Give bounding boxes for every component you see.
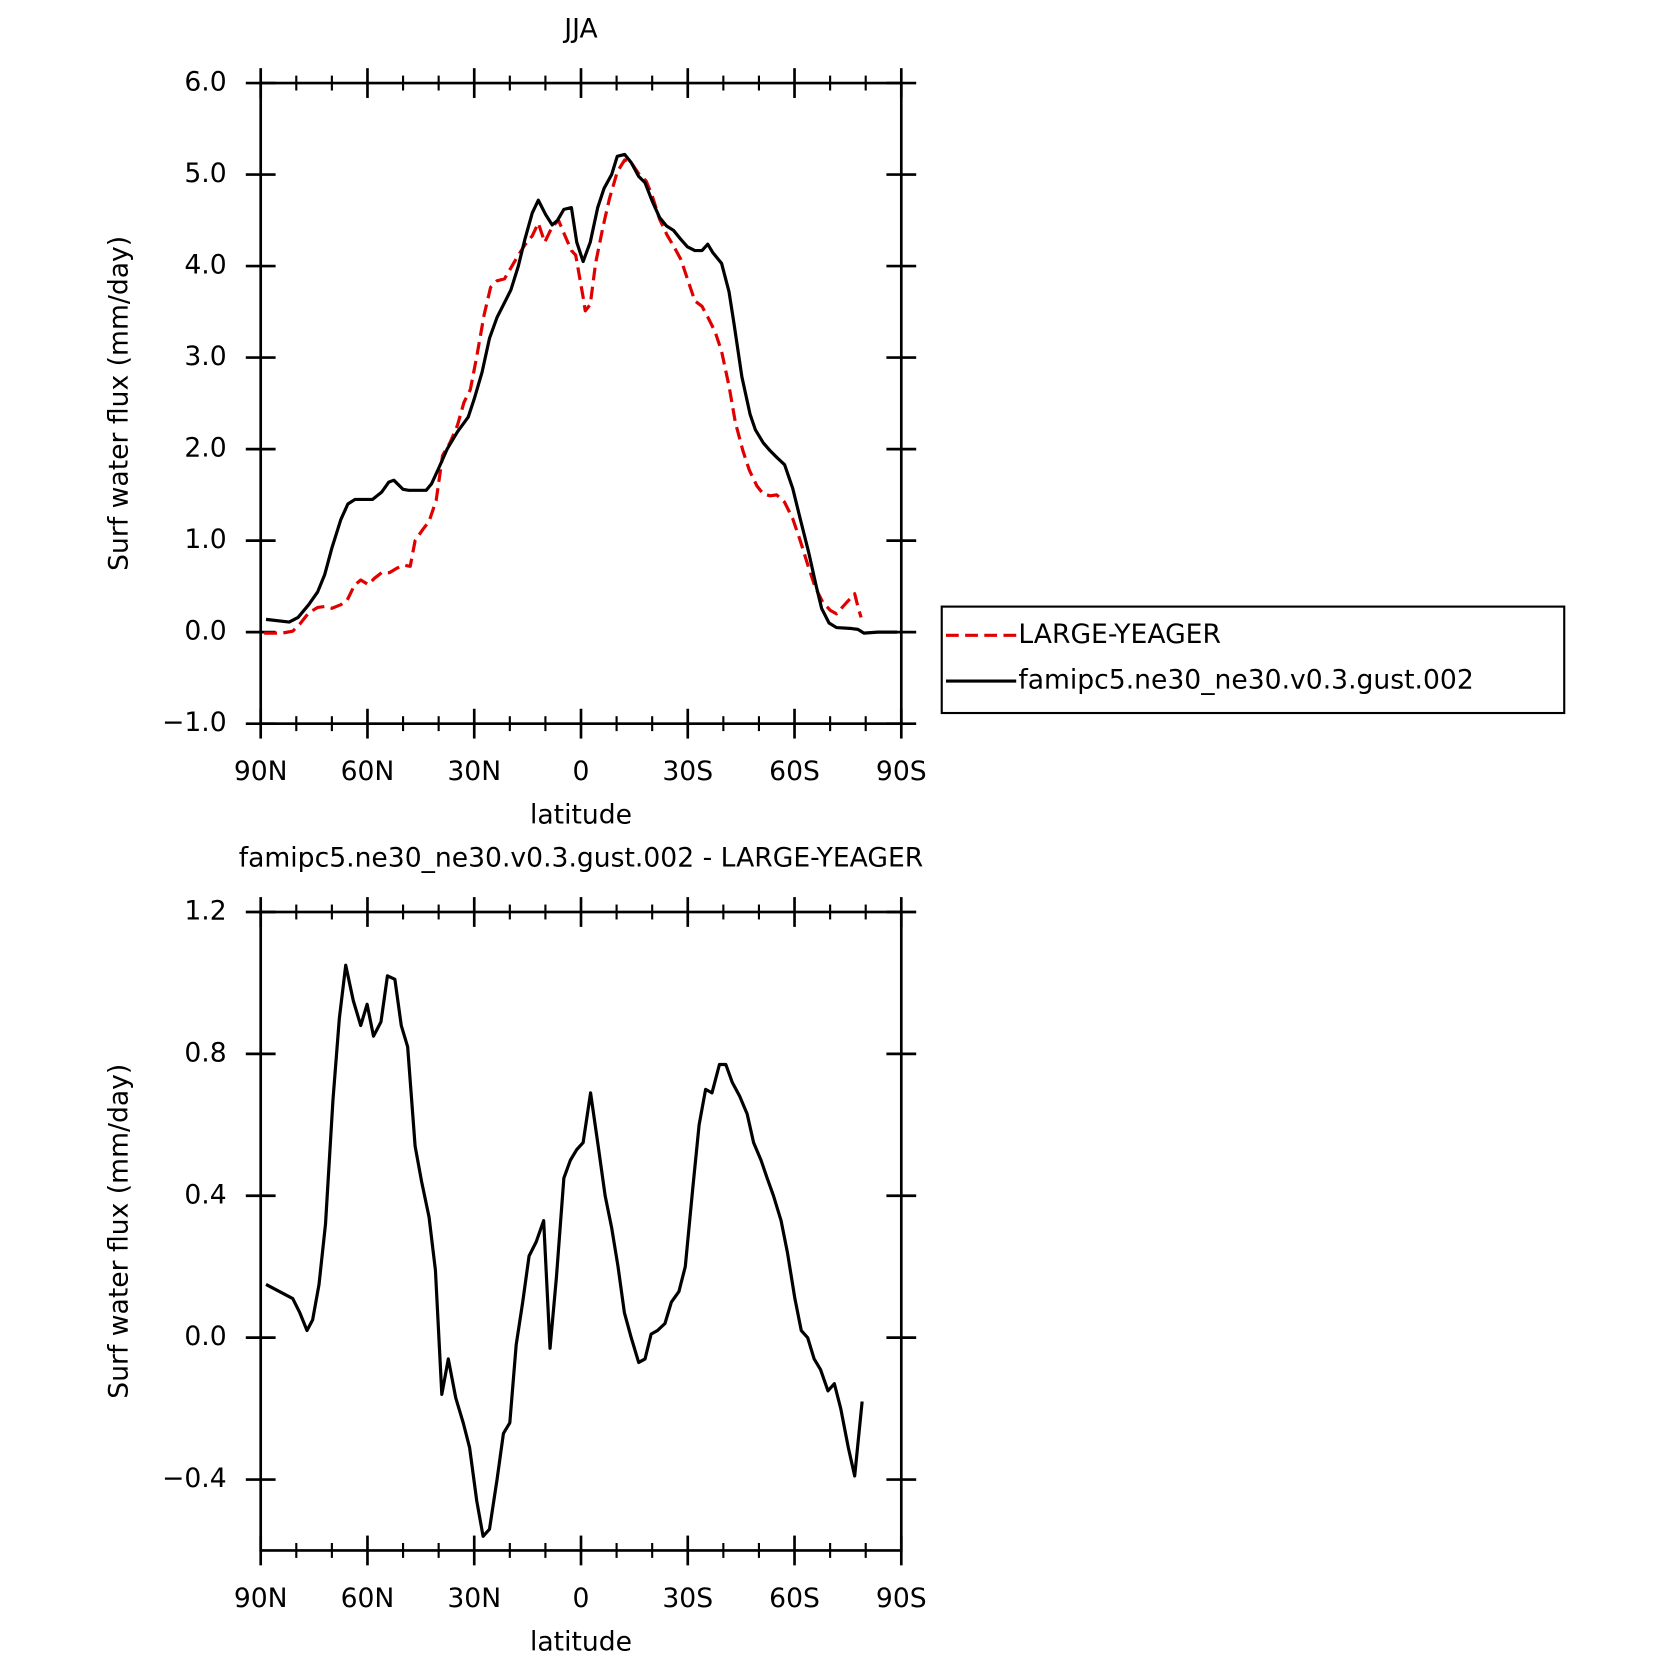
y-tick-label: 6.0 — [184, 67, 226, 98]
plot-frame — [259, 81, 903, 725]
x-tick-label: 60N — [341, 1583, 395, 1614]
x-tick-label: 0 — [573, 1583, 590, 1614]
y-tick-label: 3.0 — [184, 341, 226, 372]
x-tick-label: 30N — [447, 1583, 501, 1614]
x-tick-label: 90N — [234, 756, 288, 787]
x-tick-label: 60S — [769, 756, 820, 787]
x-tick-label: 30S — [662, 1583, 713, 1614]
y-tick-label: 0.0 — [184, 1321, 226, 1352]
x-tick-label: 0 — [573, 756, 590, 787]
legend-label: famipc5.ne30_ne30.v0.3.gust.002 — [1018, 665, 1473, 696]
data-line — [265, 963, 864, 1538]
x-tick-label: 30N — [447, 756, 501, 787]
x-tick-label: 90N — [234, 1583, 288, 1614]
y-tick-label: 4.0 — [184, 250, 226, 281]
chart-title: JJA — [562, 13, 597, 44]
x-axis-label: latitude — [530, 800, 632, 831]
data-line — [265, 152, 898, 635]
x-tick-label: 90S — [876, 756, 927, 787]
y-tick-label: 0.4 — [184, 1179, 226, 1210]
x-tick-label: 30S — [662, 756, 713, 787]
y-axis-label: Surf water flux (mm/day) — [104, 236, 135, 571]
y-tick-label: 2.0 — [184, 433, 226, 464]
y-tick-label: 1.2 — [184, 896, 226, 927]
data-line — [264, 158, 863, 635]
y-axis-label: Surf water flux (mm/day) — [104, 1064, 135, 1399]
legend-label: LARGE-YEAGER — [1018, 619, 1221, 650]
y-tick-label: 1.0 — [184, 524, 226, 555]
legend-box — [940, 605, 1566, 715]
x-axis-label: latitude — [530, 1627, 632, 1658]
y-tick-label: 0.0 — [184, 616, 226, 647]
y-tick-label: −1.0 — [162, 707, 227, 738]
y-tick-label: 0.8 — [184, 1037, 226, 1068]
x-tick-label: 60S — [769, 1583, 820, 1614]
chart-title: famipc5.ne30_ne30.v0.3.gust.002 - LARGE-… — [239, 842, 924, 873]
y-tick-label: −0.4 — [162, 1463, 227, 1494]
y-tick-label: 5.0 — [184, 158, 226, 189]
x-tick-label: 90S — [876, 1583, 927, 1614]
x-tick-label: 60N — [341, 756, 395, 787]
